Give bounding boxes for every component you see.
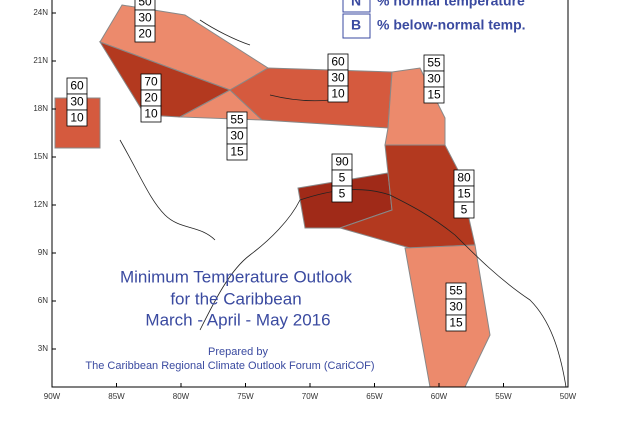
coastline [299, 189, 567, 388]
lon-tick-label: 90W [44, 392, 61, 401]
title-line: March - April - May 2016 [145, 310, 330, 329]
region-value: 70 [144, 75, 158, 89]
region-value: 10 [331, 87, 345, 101]
label-box [66, 109, 88, 127]
lat-tick-label: 18N [33, 104, 48, 113]
region-value: 15 [449, 316, 463, 330]
region-value: 30 [427, 72, 441, 86]
region-value: 5 [339, 171, 346, 185]
lon-tick-label: 65W [366, 392, 383, 401]
lat-tick-label: 12N [33, 200, 48, 209]
label-box [140, 105, 162, 123]
region-value: 50 [138, 0, 152, 9]
region-value: 30 [449, 300, 463, 314]
legend: N % normal temperature B % below-normal … [342, 0, 526, 39]
region-value: 30 [138, 11, 152, 25]
lon-tick-label: 70W [302, 392, 319, 401]
legend-label: % below-normal temp. [377, 17, 526, 33]
legend-key: N [351, 0, 361, 9]
region-value: 30 [230, 129, 244, 143]
region-value: 15 [457, 187, 471, 201]
title: Minimum Temperature Outlook for the Cari… [120, 267, 353, 329]
region-value: 60 [70, 79, 84, 93]
lat-tick-label: 9N [38, 248, 48, 257]
region-value: 20 [138, 27, 152, 41]
lon-tick-label: 50W [560, 392, 577, 401]
lon-tick-label: 85W [108, 392, 125, 401]
legend-key-box [342, 0, 371, 13]
legend-key: B [351, 17, 361, 33]
legend-key-box [342, 13, 371, 39]
region-value: 10 [144, 107, 158, 121]
title-line: for the Caribbean [170, 289, 301, 308]
label-box [453, 201, 475, 219]
region-value: 5 [339, 187, 346, 201]
coastline [119, 139, 216, 241]
lat-tick-label: 15N [33, 152, 48, 161]
label-box [331, 185, 353, 203]
lat-tick-label: 24N [33, 8, 48, 17]
region-value: 55 [449, 284, 463, 298]
lon-tick-label: 75W [237, 392, 254, 401]
legend-label: % normal temperature [377, 0, 525, 9]
region-value: 55 [230, 113, 244, 127]
credit: The Caribbean Regional Climate Outlook F… [85, 360, 374, 372]
lat-tick-label: 21N [33, 56, 48, 65]
label-box [445, 314, 467, 332]
coastlines [119, 19, 567, 388]
region-value: 60 [331, 55, 345, 69]
credit: Prepared by [208, 346, 268, 358]
region-value: 30 [331, 71, 345, 85]
lon-tick-label: 55W [495, 392, 512, 401]
axes: 90W 85W 80W 75W 70W 65W 60W 55W 50W 24N 21N 18N 15N 1… [33, 8, 576, 401]
region-value: 80 [457, 171, 471, 185]
lat-tick-label: 6N [38, 296, 48, 305]
label-box [423, 86, 445, 104]
region-value: 20 [144, 91, 158, 105]
region-value: 55 [427, 56, 441, 70]
lon-tick-label: 80W [173, 392, 190, 401]
title-line: Minimum Temperature Outlook [120, 267, 353, 286]
label-box [327, 85, 349, 103]
coastline [199, 199, 301, 331]
label-box [226, 143, 248, 161]
lat-tick-label: 3N [38, 344, 48, 353]
region-value: 10 [70, 111, 84, 125]
region-value: 30 [70, 95, 84, 109]
region-value: 15 [230, 145, 244, 159]
region-value: 90 [335, 155, 349, 169]
coastline [199, 19, 331, 102]
region-value: 15 [427, 88, 441, 102]
region-value: 5 [461, 203, 468, 217]
label-box [134, 25, 156, 43]
lon-tick-label: 60W [431, 392, 448, 401]
